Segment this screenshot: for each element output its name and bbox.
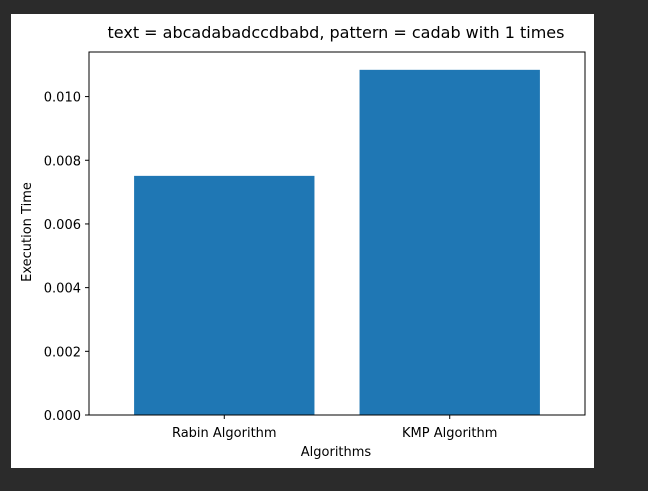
x-tick-label: Rabin Algorithm [172,426,277,441]
x-tick-label: KMP Algorithm [402,426,497,441]
y-axis-ticks: 0.000 0.002 0.004 0.006 0.008 0.010 [44,91,89,424]
y-axis-label: Execution Time [20,182,35,282]
bar-1 [359,69,540,415]
y-tick-label: 0.002 [44,345,81,360]
y-tick-label: 0.004 [44,282,81,297]
x-axis-ticks: Rabin Algorithm KMP Algorithm [172,415,497,441]
plot-frame [88,51,586,416]
bar-chart: text = abcadabadccdbabd, pattern = cadab… [20,23,586,460]
chart-figure: text = abcadabadccdbabd, pattern = cadab… [11,14,594,468]
chart-title: text = abcadabadccdbabd, pattern = cadab… [108,23,565,42]
x-axis-label: Algorithms [301,445,372,460]
bar-0 [134,175,315,415]
y-tick-label: 0.006 [44,218,81,233]
y-tick-label: 0.008 [44,154,81,169]
y-tick-label: 0.010 [44,91,81,106]
y-tick-label: 0.000 [44,409,81,424]
bars-group [134,69,540,415]
